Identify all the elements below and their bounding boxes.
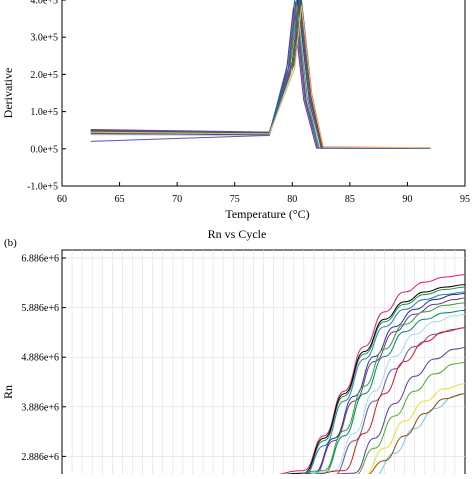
panel-a-x-axis-label: Temperature (°C) <box>225 207 309 221</box>
panel-a-x-tick-label: 80 <box>287 194 297 205</box>
panel-a-derivative-chart: 60 65 70 75 80 85 90 95 -1.0e+5 0.0e+5 1.0e+5 2.0e… <box>1 0 470 221</box>
panel-a-series-line-9 <box>90 0 431 149</box>
panel-a-x-tick-label: 70 <box>172 194 182 205</box>
panel-a-series-line-12 <box>90 5 431 149</box>
panel-b-series-line-9 <box>293 313 466 477</box>
panel-b-series-line-3 <box>263 291 466 477</box>
panel-a-x-tick-label: 75 <box>230 194 240 205</box>
panel-a-plot-frame <box>61 0 466 187</box>
panel-b-y-tick-label: 3.886e+6 <box>21 402 59 413</box>
panel-a-series-line-11 <box>90 0 431 149</box>
panel-b-series-line-5 <box>273 297 466 477</box>
panel-a-series-line-7 <box>90 3 431 149</box>
panel-a-x-tick-label: 90 <box>402 194 412 205</box>
panel-a-series-line-1 <box>90 0 431 149</box>
panel-a-series-line-2 <box>90 0 431 149</box>
panel-a-y-axis-label: Derivative <box>1 68 15 119</box>
panel-b-series-line-6 <box>263 284 466 477</box>
panel-a-x-ticks: 60 65 70 75 80 85 90 95 <box>57 182 470 205</box>
panel-a-series-line-4 <box>90 0 431 149</box>
panel-b-y-tick-label: 5.886e+6 <box>21 303 59 314</box>
panel-b-label: (b) <box>4 237 17 249</box>
panel-a-series-line-6 <box>90 0 431 149</box>
panel-b-series-line-2 <box>263 286 466 477</box>
panel-a-y-tick-label: 2.0e+5 <box>30 70 58 81</box>
panel-b-y-tick-label: 2.886e+6 <box>21 452 59 463</box>
panel-b-y-tick-label: 6.886e+6 <box>21 254 59 265</box>
panel-a-y-tick-label: 3.0e+5 <box>30 33 58 44</box>
panel-a-y-ticks: -1.0e+5 0.0e+5 1.0e+5 2.0e+5 3.0e+5 4.0e+5 <box>27 0 66 193</box>
panel-a-x-tick-label: 60 <box>57 194 67 205</box>
panel-b-y-tick-label: 4.886e+6 <box>21 353 59 364</box>
panel-b-series-line-8 <box>283 309 466 477</box>
panel-b-y-axis-label: Rn <box>1 385 15 399</box>
panel-b-series-line-4 <box>273 293 466 477</box>
panel-a-y-tick-label: -1.0e+5 <box>27 182 58 193</box>
panel-b-series-line-13 <box>313 362 466 477</box>
panel-b-series-line-11 <box>303 327 466 477</box>
panel-b-y-ticks: 2.886e+6 3.886e+6 4.886e+6 5.886e+6 6.886e+6 <box>21 254 66 463</box>
panel-b-series-line-10 <box>293 327 466 477</box>
panel-b-title: Rn vs Cycle <box>208 227 267 241</box>
panel-a-series-line-15 <box>90 5 431 149</box>
panel-b-grid <box>62 250 465 474</box>
panel-a-series-group <box>90 0 431 149</box>
panel-a-y-tick-label: 0.0e+5 <box>30 144 58 155</box>
panel-a-series-line-3 <box>90 0 431 149</box>
panel-a-x-tick-label: 65 <box>115 194 125 205</box>
panel-a-x-tick-label: 95 <box>460 194 470 205</box>
panel-b-series-line-12 <box>313 347 466 477</box>
panel-a-series-line-14 <box>90 0 431 149</box>
panel-a-series-line-10 <box>90 10 431 149</box>
panel-a-y-tick-label: 1.0e+5 <box>30 107 58 118</box>
panel-b-series-line-1 <box>263 274 466 477</box>
panel-b-rn-chart: (b) Rn vs Cycle 2.886e+6 3.886e+6 4.886e+6… <box>1 227 466 477</box>
panel-a-y-tick-label: 4.0e+5 <box>30 0 58 7</box>
panel-b-series-line-7 <box>283 302 466 477</box>
panel-a-series-line-13 <box>90 8 431 149</box>
panel-a-series-line-8 <box>90 6 431 149</box>
panel-a-x-tick-label: 85 <box>345 194 355 205</box>
panel-a-series-line-5 <box>90 1 431 149</box>
